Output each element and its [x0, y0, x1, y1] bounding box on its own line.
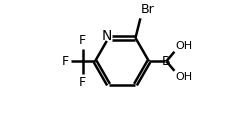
Text: OH: OH	[175, 40, 192, 50]
Text: F: F	[61, 55, 69, 68]
Text: OH: OH	[175, 72, 192, 82]
Text: F: F	[79, 76, 86, 89]
Text: B: B	[162, 55, 171, 68]
Text: Br: Br	[141, 3, 155, 16]
Text: F: F	[79, 34, 86, 47]
Text: N: N	[102, 29, 112, 43]
